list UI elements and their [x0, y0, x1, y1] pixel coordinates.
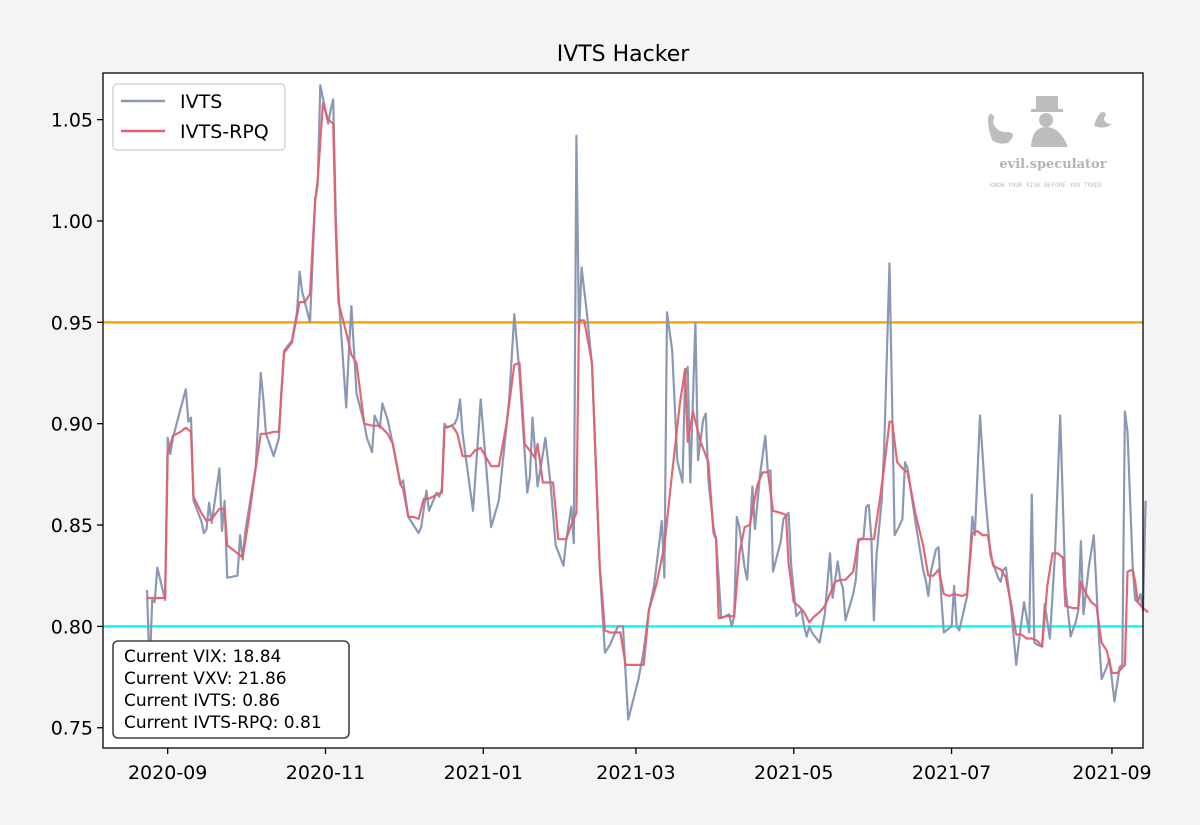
current-vxv: Current VXV: 21.86: [124, 669, 287, 689]
y-tick-label-3: 0.90: [51, 414, 93, 436]
plot-frame: [102, 72, 1144, 749]
chart-title: IVTS Hacker: [557, 42, 691, 67]
x-tick-label-5: 2021-07: [912, 762, 991, 784]
logo-name: evil.speculator: [999, 157, 1106, 172]
legend-ivts-label: IVTS: [180, 91, 222, 113]
y-tick-label-1: 0.80: [51, 616, 93, 638]
logo-swan-right-icon: [1094, 112, 1112, 128]
x-tick-label-6: 2021-09: [1072, 762, 1151, 784]
y-tick-label-5: 1.00: [51, 211, 93, 233]
x-tick-label-2: 2021-01: [444, 762, 523, 784]
logo-swan-left-icon: [987, 114, 1013, 144]
series-ivts-rpq-line: [147, 102, 1149, 675]
x-axis: 2020-09 2020-11 2021-01 2021-03 2021-05 2021-…: [128, 748, 1152, 784]
y-tick-label-6: 1.05: [51, 110, 93, 132]
current-vix: Current VIX: 18.84: [124, 647, 281, 667]
current-ivts-rpq: Current IVTS-RPQ: 0.81: [124, 713, 322, 733]
evil-speculator-logo: evil.speculator KNOW YOUR RISK BEFORE YO…: [987, 96, 1112, 189]
logo-figure-icon: [1031, 96, 1068, 147]
x-tick-label-0: 2020-09: [128, 762, 207, 784]
current-values-box: Current VIX: 18.84 Current VXV: 21.86 Cu…: [112, 640, 350, 739]
x-tick-label-3: 2021-03: [596, 762, 675, 784]
logo-tagline: KNOW YOUR RISK BEFORE YOU TRADE: [990, 182, 1102, 189]
y-axis: 0.75 0.80 0.85 0.90 0.95 1.00 1.05: [51, 110, 103, 740]
series-layer: [145, 84, 1149, 721]
y-tick-label-0: 0.75: [51, 718, 93, 740]
y-tick-label-4: 0.95: [51, 312, 93, 334]
legend: IVTS IVTS-RPQ: [112, 83, 286, 151]
x-tick-label-1: 2020-11: [286, 762, 365, 784]
current-ivts: Current IVTS: 0.86: [124, 691, 280, 711]
legend-ivts-rpq-label: IVTS-RPQ: [180, 121, 269, 143]
y-tick-label-2: 0.85: [51, 515, 93, 537]
x-tick-label-4: 2021-05: [754, 762, 833, 784]
info-box-frame: [112, 640, 350, 739]
